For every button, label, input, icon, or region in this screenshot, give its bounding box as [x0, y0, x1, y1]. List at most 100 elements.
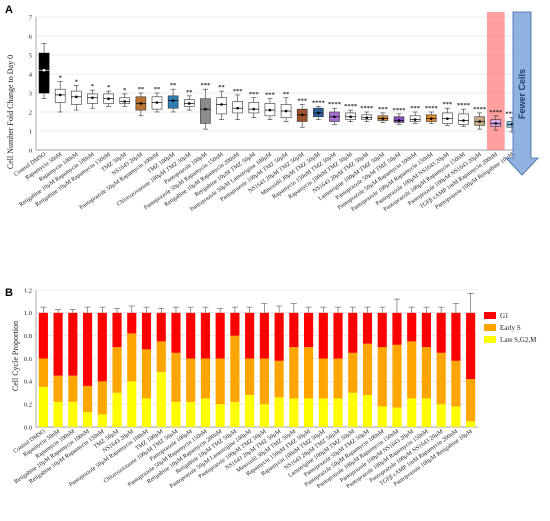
bar-segment: [318, 312, 328, 359]
bar-segment: [289, 398, 299, 427]
bar-segment: [97, 414, 107, 427]
mean-point: [123, 100, 127, 103]
bar-segment: [451, 360, 461, 407]
significance-stars: **: [283, 91, 290, 98]
y-tick-label: 7: [29, 14, 33, 21]
significance-stars: ***: [378, 106, 388, 113]
significance-stars: ****: [489, 109, 502, 116]
significance-stars: **: [154, 86, 161, 93]
bar-segment: [407, 398, 417, 427]
bar-segment: [362, 395, 373, 427]
significance-stars: ****: [312, 99, 325, 106]
bar-segment: [466, 312, 476, 380]
legend-label: Early S: [500, 324, 521, 332]
bar-segment: [421, 347, 432, 399]
bar-segment: [82, 412, 93, 427]
bar-segment: [82, 312, 93, 386]
significance-stars: ****: [360, 105, 373, 112]
bar-segment: [245, 358, 255, 396]
bar-segment: [392, 344, 402, 408]
y-tick-label: 0.6: [24, 356, 33, 363]
significance-stars: ***: [443, 101, 453, 108]
y-tick-label: 5: [29, 52, 32, 59]
y-tick-label: 6: [29, 33, 33, 40]
bar-segment: [259, 404, 269, 427]
y-tick-label: 1.2: [24, 287, 32, 294]
bar-segment: [362, 343, 373, 396]
significance-stars: *: [91, 83, 94, 90]
panel-b-bars: [38, 312, 476, 427]
bar-segment: [407, 341, 417, 399]
box: [200, 98, 211, 124]
significance-stars: *: [59, 75, 62, 82]
significance-stars: ****: [425, 105, 438, 112]
box: [248, 102, 260, 114]
bar-segment: [141, 312, 152, 350]
bar-segment: [141, 398, 152, 427]
bar-segment: [186, 401, 196, 427]
bar-segment: [436, 404, 446, 427]
mean-point: [58, 93, 62, 97]
mean-point: [268, 108, 272, 112]
bar-segment: [274, 312, 284, 361]
mean-point: [381, 117, 385, 120]
significance-stars: ***: [233, 88, 243, 95]
legend-label: Late S,G2,M: [500, 336, 537, 344]
mean-point: [252, 107, 256, 111]
panel-b-legend: G1 Early S Late S,G2,M: [484, 312, 537, 344]
y-tick-label: 1.0: [24, 310, 32, 317]
bar-segment: [318, 398, 328, 427]
bar-segment: [333, 312, 343, 359]
bar-segment: [230, 401, 240, 427]
significance-stars: ***: [410, 105, 420, 112]
bar-segment: [171, 352, 181, 402]
bar-segment: [127, 312, 137, 334]
mean-point: [204, 107, 207, 111]
bar-segment: [466, 379, 476, 422]
mean-point: [333, 115, 336, 119]
bar-segment: [171, 401, 181, 427]
bar-segment: [259, 358, 269, 405]
bar-segment: [303, 312, 314, 348]
y-tick-label: 0.8: [24, 333, 32, 340]
bar-segment: [466, 421, 476, 427]
significance-stars: **: [218, 84, 225, 91]
bar-segment: [186, 312, 196, 359]
bar-segment: [451, 406, 461, 427]
significance-stars: **: [170, 82, 177, 89]
bar-segment: [289, 347, 299, 399]
bar-segment: [215, 358, 225, 405]
bar-segment: [421, 312, 432, 348]
panel-b-error-bars: [40, 293, 474, 313]
bar-segment: [303, 398, 314, 427]
y-tick-label: 0: [29, 147, 32, 154]
bar-segment: [245, 312, 255, 359]
panel-b-grid: [35, 289, 478, 428]
significance-stars: ***: [265, 92, 275, 99]
y-tick-label: 1: [29, 128, 32, 135]
bar-segment: [127, 333, 137, 382]
bar-segment: [392, 407, 402, 427]
mean-point: [300, 113, 304, 117]
legend-label: G1: [500, 312, 509, 320]
box: [216, 97, 227, 115]
bar-segment: [127, 381, 137, 427]
significance-stars: ****: [344, 103, 357, 110]
fewer-cells-label: Fewer Cells: [517, 69, 527, 119]
bar-segment: [156, 341, 166, 373]
bar-segment: [451, 312, 461, 361]
bar-segment: [348, 312, 358, 353]
y-tick-label: 0.0: [24, 424, 32, 431]
panel-a-boxes: [38, 43, 518, 133]
bar-segment: [38, 312, 48, 359]
bar-segment: [392, 312, 402, 345]
bar-segment: [436, 352, 446, 405]
panel-b: B 0.0 0.2 0.4 0.6 0.8 1.0 1.2 Cell Cycle Propo…: [5, 287, 537, 490]
mean-point: [91, 96, 94, 100]
legend-swatch: [484, 312, 496, 319]
bar-segment: [38, 358, 48, 388]
mean-point: [236, 106, 239, 110]
y-tick-label: 4: [29, 71, 33, 78]
bar-segment: [112, 347, 122, 393]
